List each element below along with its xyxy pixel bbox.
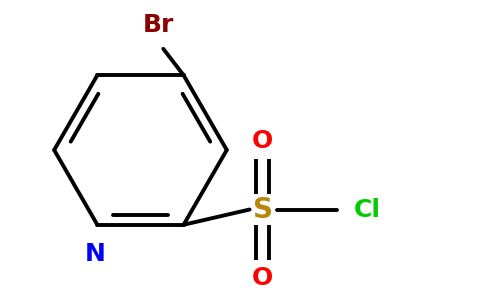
Text: O: O	[252, 266, 273, 290]
Text: Cl: Cl	[354, 197, 381, 221]
Text: O: O	[252, 130, 273, 154]
Text: Br: Br	[143, 13, 174, 37]
Text: N: N	[85, 242, 106, 266]
Text: S: S	[253, 196, 273, 224]
